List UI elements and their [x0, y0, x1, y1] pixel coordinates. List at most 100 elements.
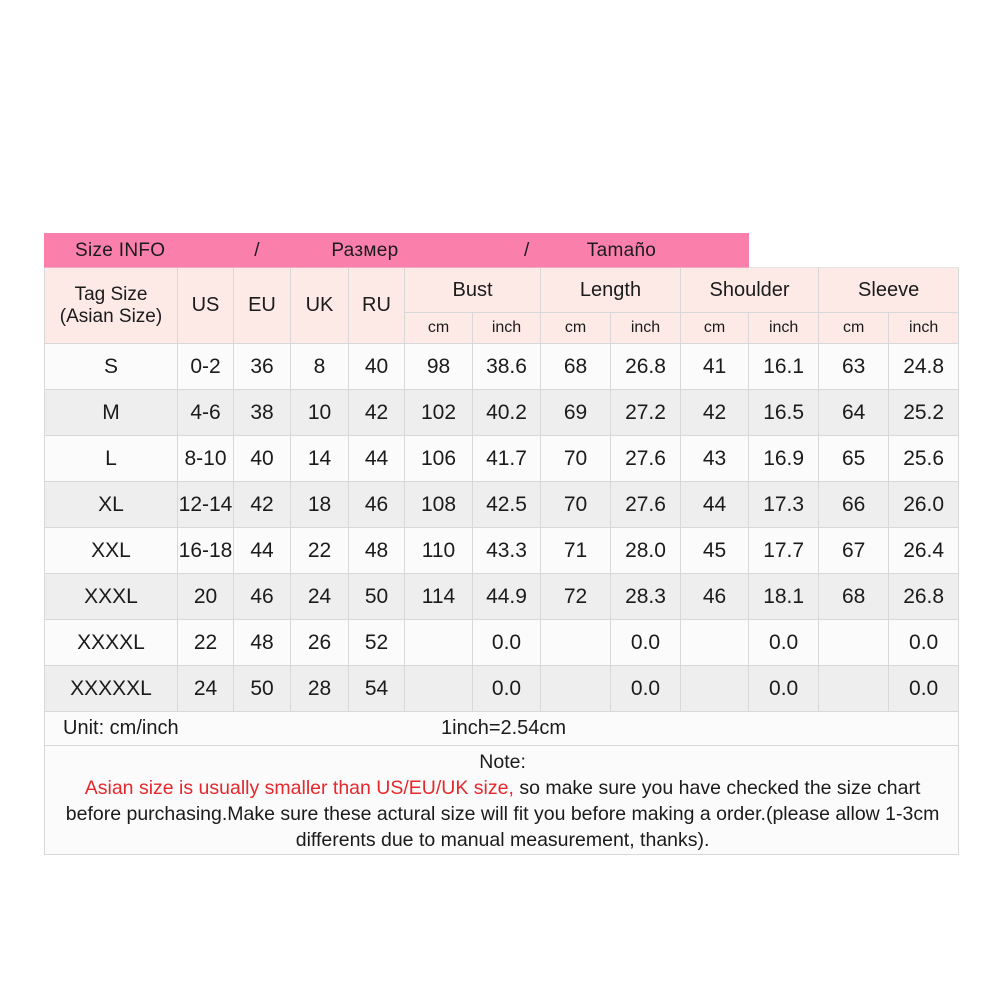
cell-bust-cm: 102: [404, 389, 473, 436]
banner-label-english: Size INFO: [75, 239, 166, 261]
table-body: S 0-2 36 8 40 98 38.6 68 26.8 41 16.1 63 24.8 M 4-6 38 1…: [44, 343, 960, 712]
cell-bust-inch: 40.2: [472, 389, 541, 436]
cell-bust-inch: 41.7: [472, 435, 541, 482]
header-measure-bust: Bust: [404, 267, 541, 313]
cell-sleeve-inch: 26.0: [888, 481, 960, 528]
table-row: XXXL 20 46 24 50 114 44.9 72 28.3 46 18.1 68 26.8: [44, 573, 960, 620]
cell-shoulder-inch: 0.0: [748, 619, 820, 666]
cell-ru: 50: [348, 573, 405, 620]
cell-length-cm: 70: [540, 481, 611, 528]
cell-tag: XL: [44, 481, 178, 528]
cell-sleeve-inch: 26.4: [888, 527, 960, 574]
header-unit-bust-cm: cm: [404, 312, 473, 344]
table-row: S 0-2 36 8 40 98 38.6 68 26.8 41 16.1 63 24.8: [44, 343, 960, 390]
cell-ru: 42: [348, 389, 405, 436]
banner-languages: Size INFO / Размер / Tamaño: [43, 233, 750, 268]
header-unit-shoulder-cm: cm: [679, 312, 750, 344]
cell-eu: 44: [233, 527, 291, 574]
cell-uk: 8: [290, 343, 349, 390]
table-foot: Unit: cm/inch 1inch=2.54cm Note: Asian s…: [43, 711, 960, 855]
table-row: L 8-10 40 14 44 106 41.7 70 27.6 43 16.9 65 25.6: [44, 435, 960, 482]
header-tag-size-line2: (Asian Size): [59, 305, 163, 327]
note-body: Asian size is usually smaller than US/EU…: [57, 776, 948, 854]
cell-us: 16-18: [177, 527, 234, 574]
cell-uk: 26: [290, 619, 349, 666]
cell-eu: 48: [233, 619, 291, 666]
banner-separator-2: /: [524, 239, 530, 261]
cell-us: 24: [177, 665, 234, 712]
cell-uk: 10: [290, 389, 349, 436]
cell-length-cm: 68: [540, 343, 611, 390]
cell-sleeve-inch: 0.0: [888, 619, 960, 666]
note-rest-text: so make sure you have checked the size c…: [65, 777, 940, 851]
cell-eu: 46: [233, 573, 291, 620]
header-unit-shoulder-inch: inch: [748, 312, 820, 344]
header-measure-sleeve: Sleeve: [818, 267, 960, 313]
cell-shoulder-cm: 45: [679, 527, 750, 574]
cell-sleeve-cm: [818, 665, 890, 712]
cell-sleeve-inch: 25.6: [888, 435, 960, 482]
header-region-uk: UK: [290, 267, 349, 344]
cell-sleeve-cm: 64: [818, 389, 890, 436]
cell-length-inch: 27.6: [610, 481, 681, 528]
cell-ru: 40: [348, 343, 405, 390]
cell-eu: 38: [233, 389, 291, 436]
header-unit-bust-inch: inch: [472, 312, 541, 344]
cell-sleeve-cm: 63: [818, 343, 890, 390]
cell-bust-cm: [404, 665, 473, 712]
cell-shoulder-inch: 18.1: [748, 573, 820, 620]
cell-length-inch: 28.3: [610, 573, 681, 620]
cell-length-inch: 27.6: [610, 435, 681, 482]
cell-length-cm: 72: [540, 573, 611, 620]
cell-tag: S: [44, 343, 178, 390]
cell-bust-cm: 106: [404, 435, 473, 482]
header-region-eu: EU: [233, 267, 291, 344]
banner-label-spanish: Tamaño: [586, 239, 657, 261]
cell-length-inch: 28.0: [610, 527, 681, 574]
cell-ru: 48: [348, 527, 405, 574]
cell-eu: 40: [233, 435, 291, 482]
unit-cell: Unit: cm/inch 1inch=2.54cm: [43, 711, 960, 746]
cell-uk: 24: [290, 573, 349, 620]
cell-bust-cm: 98: [404, 343, 473, 390]
cell-shoulder-inch: 16.5: [748, 389, 820, 436]
cell-eu: 42: [233, 481, 291, 528]
unit-row: Unit: cm/inch 1inch=2.54cm: [43, 711, 960, 746]
cell-shoulder-inch: 0.0: [748, 665, 820, 712]
cell-shoulder-cm: 43: [679, 435, 750, 482]
cell-tag: M: [44, 389, 178, 436]
note-cell: Note: Asian size is usually smaller than…: [43, 745, 960, 855]
cell-length-cm: [540, 665, 611, 712]
cell-bust-cm: [404, 619, 473, 666]
cell-sleeve-inch: 24.8: [888, 343, 960, 390]
cell-us: 4-6: [177, 389, 234, 436]
header-region-us: US: [177, 267, 234, 344]
header-tag-size-line1: Tag Size: [74, 284, 148, 306]
cell-shoulder-cm: 44: [679, 481, 750, 528]
cell-uk: 28: [290, 665, 349, 712]
header-group-row: Tag Size (Asian Size) US EU UK RU Bust L…: [44, 267, 960, 344]
banner-blank-area: [748, 233, 960, 268]
cell-sleeve-cm: 67: [818, 527, 890, 574]
cell-ru: 44: [348, 435, 405, 482]
cell-shoulder-inch: 16.1: [748, 343, 820, 390]
cell-tag: XXXXL: [44, 619, 178, 666]
cell-eu: 36: [233, 343, 291, 390]
cell-sleeve-inch: 0.0: [888, 665, 960, 712]
banner-separator-1: /: [254, 239, 260, 261]
table-row: XXXXL 22 48 26 52 0.0 0.0 0.0 0.0: [44, 619, 960, 666]
cell-bust-inch: 44.9: [472, 573, 541, 620]
cell-uk: 18: [290, 481, 349, 528]
unit-label: Unit: cm/inch: [63, 717, 179, 739]
cell-eu: 50: [233, 665, 291, 712]
cell-length-cm: [540, 619, 611, 666]
cell-length-inch: 26.8: [610, 343, 681, 390]
cell-bust-cm: 114: [404, 573, 473, 620]
header-measure-length: Length: [540, 267, 681, 313]
note-title: Note:: [479, 751, 526, 774]
cell-length-inch: 0.0: [610, 619, 681, 666]
header-unit-sleeve-inch: inch: [888, 312, 960, 344]
header-measure-shoulder: Shoulder: [679, 267, 820, 313]
cell-us: 12-14: [177, 481, 234, 528]
